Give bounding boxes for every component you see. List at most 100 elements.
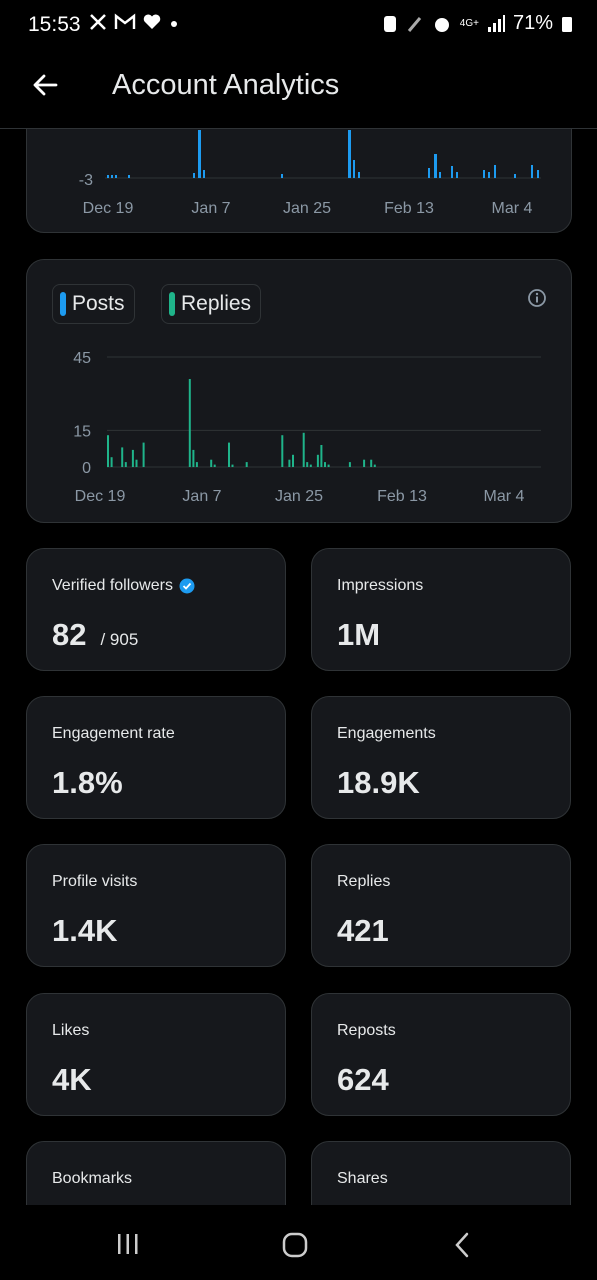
replies-bar: [324, 462, 326, 467]
replies-bar: [110, 457, 113, 467]
xtick-label: Mar 4: [484, 488, 525, 505]
stat-sub-value: / 905: [100, 630, 139, 649]
battery-percent: 71%: [512, 12, 553, 34]
xtick-label: Mar 4: [492, 200, 533, 217]
info-icon[interactable]: [527, 288, 547, 308]
stat-value-text: 82: [52, 617, 87, 652]
back-arrow-icon[interactable]: [30, 70, 60, 100]
replies-bar: [195, 462, 198, 467]
replies-bar: [210, 459, 213, 467]
stat-label: Bookmarks: [52, 1170, 133, 1187]
heart-icon: [143, 14, 161, 29]
stat-card-engagements[interactable]: Engagements 18.9K: [311, 696, 571, 819]
gmail-icon: [114, 13, 136, 29]
ytick-label: -3: [79, 172, 93, 189]
stat-label: Likes: [52, 1022, 90, 1039]
replies-bar: [302, 432, 305, 467]
replies-bar: [320, 445, 323, 467]
stat-value: 1M: [337, 617, 381, 652]
stat-card-likes[interactable]: Likes 4K: [26, 993, 286, 1116]
replies-bar: [135, 459, 138, 467]
stat-card-reposts[interactable]: Reposts 624: [311, 993, 571, 1116]
status-time: 15:53: [28, 13, 81, 36]
xtick-label: Dec 19: [83, 200, 134, 217]
nfc-icon: [383, 15, 396, 32]
ytick-label: 45: [73, 350, 91, 367]
system-icons: 4G+ 71%: [382, 12, 573, 35]
replies-bar: [292, 454, 294, 467]
stat-value: 82 / 905: [52, 617, 138, 653]
xtick-label: Jan 7: [182, 488, 221, 505]
activity-chart-card: -3 Dec 19 Jan 7 Jan 25 Feb 13 Mar 4: [26, 129, 572, 233]
replies-label: Replies: [181, 292, 252, 315]
activity-chart: -3 Dec 19 Jan 7 Jan 25 Feb 13 Mar 4: [79, 130, 541, 217]
replies-bar: [327, 464, 330, 467]
stat-label: Reposts: [337, 1022, 396, 1039]
status-bar: 15:53 4G+ 71%: [0, 0, 597, 52]
stat-value: 1.8%: [52, 765, 123, 800]
replies-bar: [231, 464, 234, 467]
notification-icons: [88, 12, 180, 32]
posts-color-swatch: [60, 292, 66, 316]
stat-value: 421: [337, 913, 389, 948]
signal-icon: [487, 14, 505, 32]
replies-bar: [370, 459, 373, 467]
replies-bar: [348, 462, 351, 467]
replies-bar: [228, 442, 230, 467]
replies-bar: [373, 464, 376, 467]
replies-bar: [121, 447, 124, 467]
replies-bar: [281, 435, 284, 467]
stat-value: 1.4K: [52, 913, 118, 948]
replies-bar: [363, 459, 366, 467]
stat-label: Verified followers: [52, 577, 195, 595]
stat-label: Impressions: [337, 577, 424, 594]
stat-card-profile-visits[interactable]: Profile visits 1.4K: [26, 844, 286, 967]
replies-bar: [192, 449, 195, 467]
xtick-label: Jan 25: [283, 200, 331, 217]
posts-replies-chart-card: Posts Replies 45 15 0 Dec 19 Jan 7 Jan 25 Feb …: [26, 259, 572, 523]
stat-card-replies[interactable]: Replies 421: [311, 844, 571, 967]
stat-card-bookmarks[interactable]: Bookmarks: [26, 1141, 286, 1205]
stat-card-impressions[interactable]: Impressions 1M: [311, 548, 571, 671]
replies-bar: [288, 459, 291, 467]
pen-icon: [407, 16, 421, 32]
stat-label-text: Verified followers: [52, 577, 173, 594]
replies-bar: [142, 442, 145, 467]
alarm-icon: [434, 17, 449, 32]
replies-toggle[interactable]: Replies: [161, 284, 262, 324]
battery-icon: [562, 16, 572, 32]
stat-value: 4K: [52, 1062, 92, 1097]
replies-bar: [188, 379, 191, 467]
posts-label: Posts: [72, 292, 125, 315]
xtick-label: Jan 7: [191, 200, 230, 217]
replies-bar: [309, 464, 312, 467]
replies-bar: [124, 462, 127, 467]
system-nav-bar: [0, 1205, 597, 1280]
x-app-icon: [90, 14, 106, 30]
replies-bar: [131, 449, 134, 467]
posts-toggle[interactable]: Posts: [52, 284, 135, 324]
ytick-label: 15: [73, 423, 91, 440]
stat-label: Shares: [337, 1170, 388, 1187]
replies-bar: [306, 462, 309, 467]
stat-card-shares[interactable]: Shares: [311, 1141, 571, 1205]
stat-card-engagement-rate[interactable]: Engagement rate 1.8%: [26, 696, 286, 819]
xtick-label: Jan 25: [275, 488, 323, 505]
stat-label: Profile visits: [52, 873, 138, 890]
ytick-label: 0: [82, 460, 91, 477]
verified-badge-icon: [179, 578, 195, 594]
stat-label: Replies: [337, 873, 391, 890]
replies-bar: [213, 464, 216, 467]
recent-apps-icon[interactable]: [115, 1232, 141, 1256]
analytics-content[interactable]: -3 Dec 19 Jan 7 Jan 25 Feb 13 Mar 4: [0, 129, 597, 1205]
xtick-label: Feb 13: [384, 200, 434, 217]
stat-card-verified-followers[interactable]: Verified followers 82 / 905: [26, 548, 286, 671]
back-nav-icon[interactable]: [452, 1232, 472, 1258]
stat-value: 624: [337, 1062, 389, 1097]
replies-bar: [245, 462, 248, 467]
xtick-label: Dec 19: [75, 488, 126, 505]
stat-label: Engagements: [337, 725, 436, 742]
home-icon[interactable]: [281, 1231, 309, 1259]
dot-icon: [171, 21, 177, 27]
stat-label: Engagement rate: [52, 725, 175, 742]
